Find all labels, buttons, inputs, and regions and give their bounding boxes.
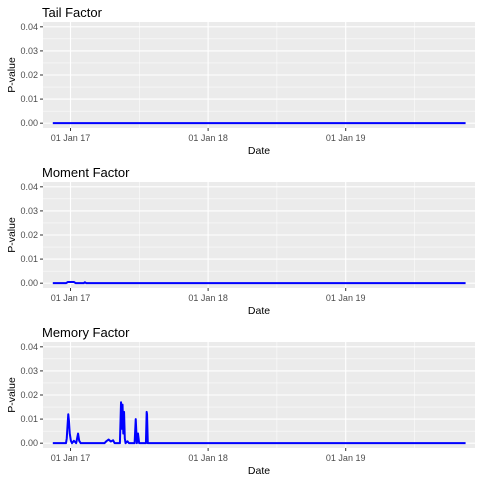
x-axis-label: Date — [248, 465, 270, 477]
panel-3: Memory Factor 0.00 0.01 0.02 0.03 0.04 01 Jan … — [6, 325, 475, 477]
x-tick-label: 01 Jan 19 — [326, 453, 366, 463]
panel-1: Tail Factor 0.00 0.01 0.02 0.03 0.04 01 Jan 17… — [6, 5, 475, 157]
y-tick-label: 0.01 — [20, 254, 38, 264]
chart-title: Tail Factor — [42, 5, 103, 20]
series-line-1 — [52, 401, 466, 445]
x-tick-label: 01 Jan 19 — [326, 293, 366, 303]
y-tick-label: 0.01 — [20, 414, 38, 424]
x-tick-label: 01 Jan 18 — [188, 453, 228, 463]
panel-2: Moment Factor 0.00 0.01 0.02 0.03 0.04 01 Jan … — [6, 165, 475, 317]
y-tick-label: 0.04 — [20, 22, 38, 32]
y-tick-label: 0.04 — [20, 342, 38, 352]
x-axis-label: Date — [248, 145, 270, 157]
chart-title: Memory Factor — [42, 325, 130, 340]
y-tick-label: 0.02 — [20, 230, 38, 240]
y-tick-label: 0.04 — [20, 182, 38, 192]
x-tick-label: 01 Jan 17 — [51, 453, 91, 463]
y-axis-label: P-value — [6, 57, 18, 93]
x-tick-label: 01 Jan 17 — [51, 133, 91, 143]
y-tick-label: 0.01 — [20, 94, 38, 104]
chart-title: Moment Factor — [42, 165, 130, 180]
y-tick-label: 0.03 — [20, 46, 38, 56]
y-tick-label: 0.03 — [20, 366, 38, 376]
x-tick-label: 01 Jan 17 — [51, 293, 91, 303]
y-tick-label: 0.00 — [20, 278, 38, 288]
x-axis-label: Date — [248, 305, 270, 317]
series-line-1 — [52, 280, 466, 285]
y-axis-label: P-value — [6, 217, 18, 253]
y-tick-label: 0.02 — [20, 390, 38, 400]
y-axis-label: P-value — [6, 377, 18, 413]
x-tick-label: 01 Jan 18 — [188, 293, 228, 303]
x-tick-label: 01 Jan 18 — [188, 133, 228, 143]
y-tick-label: 0.00 — [20, 118, 38, 128]
x-tick-label: 01 Jan 19 — [326, 133, 366, 143]
y-tick-label: 0.00 — [20, 438, 38, 448]
y-tick-label: 0.02 — [20, 70, 38, 80]
y-tick-label: 0.03 — [20, 206, 38, 216]
